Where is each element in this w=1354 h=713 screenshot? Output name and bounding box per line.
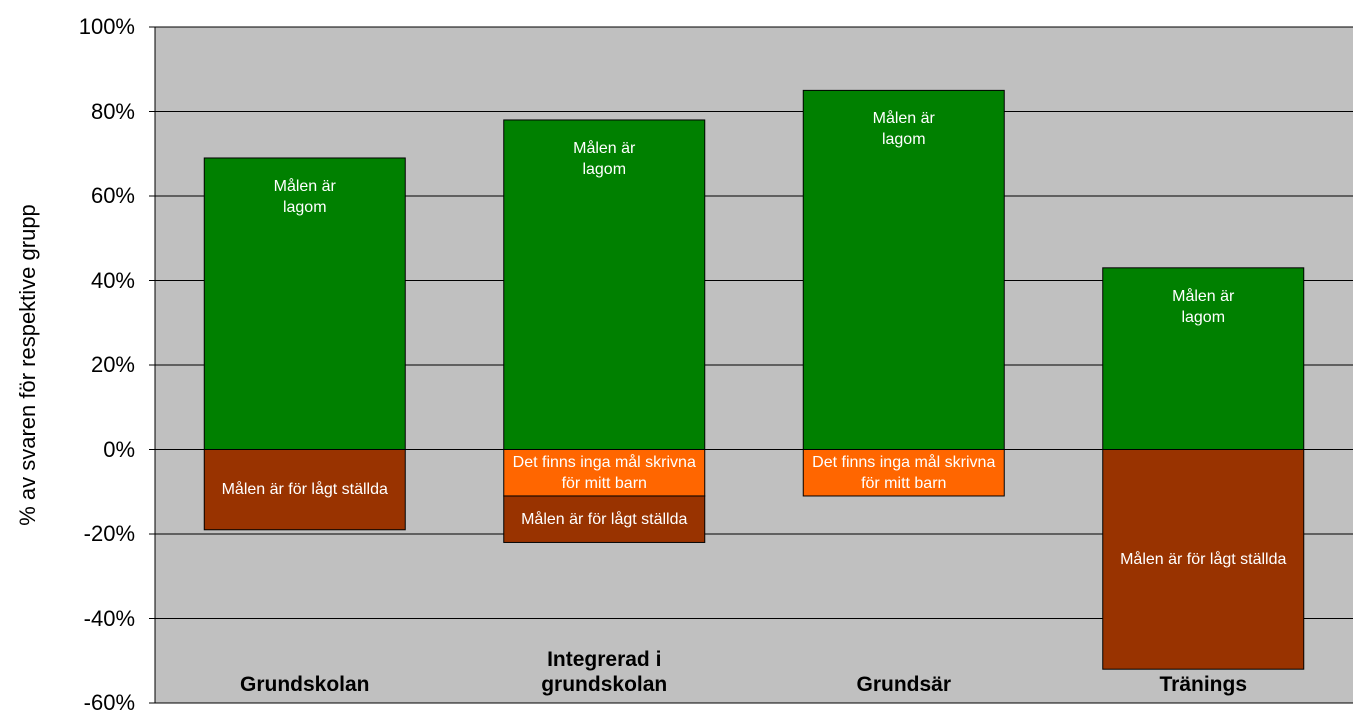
bar-segment	[802, 449, 1005, 497]
bar-segment	[503, 495, 706, 543]
y-tick-label: 40%	[90, 267, 135, 293]
data-label: Målen är för lågt ställda	[221, 481, 388, 499]
data-label: Målen är lagom	[273, 177, 336, 216]
data-label: Målen är för lågt ställda	[1120, 550, 1287, 568]
y-tick-label: -40%	[83, 605, 135, 631]
data-label: Målen är lagom	[573, 139, 636, 178]
x-tick-label: Tränings	[1159, 673, 1248, 696]
y-tick-label: -60%	[83, 690, 135, 713]
y-tick-label: 20%	[90, 352, 135, 377]
bar-segment	[802, 89, 1005, 450]
x-tick-label: Grundskolan	[239, 673, 370, 696]
x-tick-label: Integrerad i grundskolan	[541, 648, 668, 696]
data-label: Det finns inga mål skrivna för mitt barn	[812, 453, 996, 492]
bar-segment	[503, 449, 706, 497]
data-label: Det finns inga mål skrivna för mitt barn	[512, 453, 696, 492]
y-tick-label: -20%	[83, 521, 135, 546]
bar-segment	[203, 157, 406, 450]
bar-segment	[1102, 267, 1305, 451]
data-label: Målen är lagom	[872, 110, 935, 149]
bar-segment	[503, 119, 706, 450]
bar-segment	[1102, 449, 1305, 670]
y-tick-label: 100%	[78, 14, 135, 39]
y-tick-label: 0%	[103, 436, 135, 462]
y-tick-label: 60%	[90, 183, 135, 208]
data-label: Målen är för lågt ställda	[521, 510, 688, 528]
x-tick-label: Grundsär	[856, 673, 952, 696]
y-tick-label: 80%	[90, 98, 135, 124]
bar-segment	[203, 449, 406, 531]
data-label: Målen är lagom	[1172, 287, 1235, 326]
